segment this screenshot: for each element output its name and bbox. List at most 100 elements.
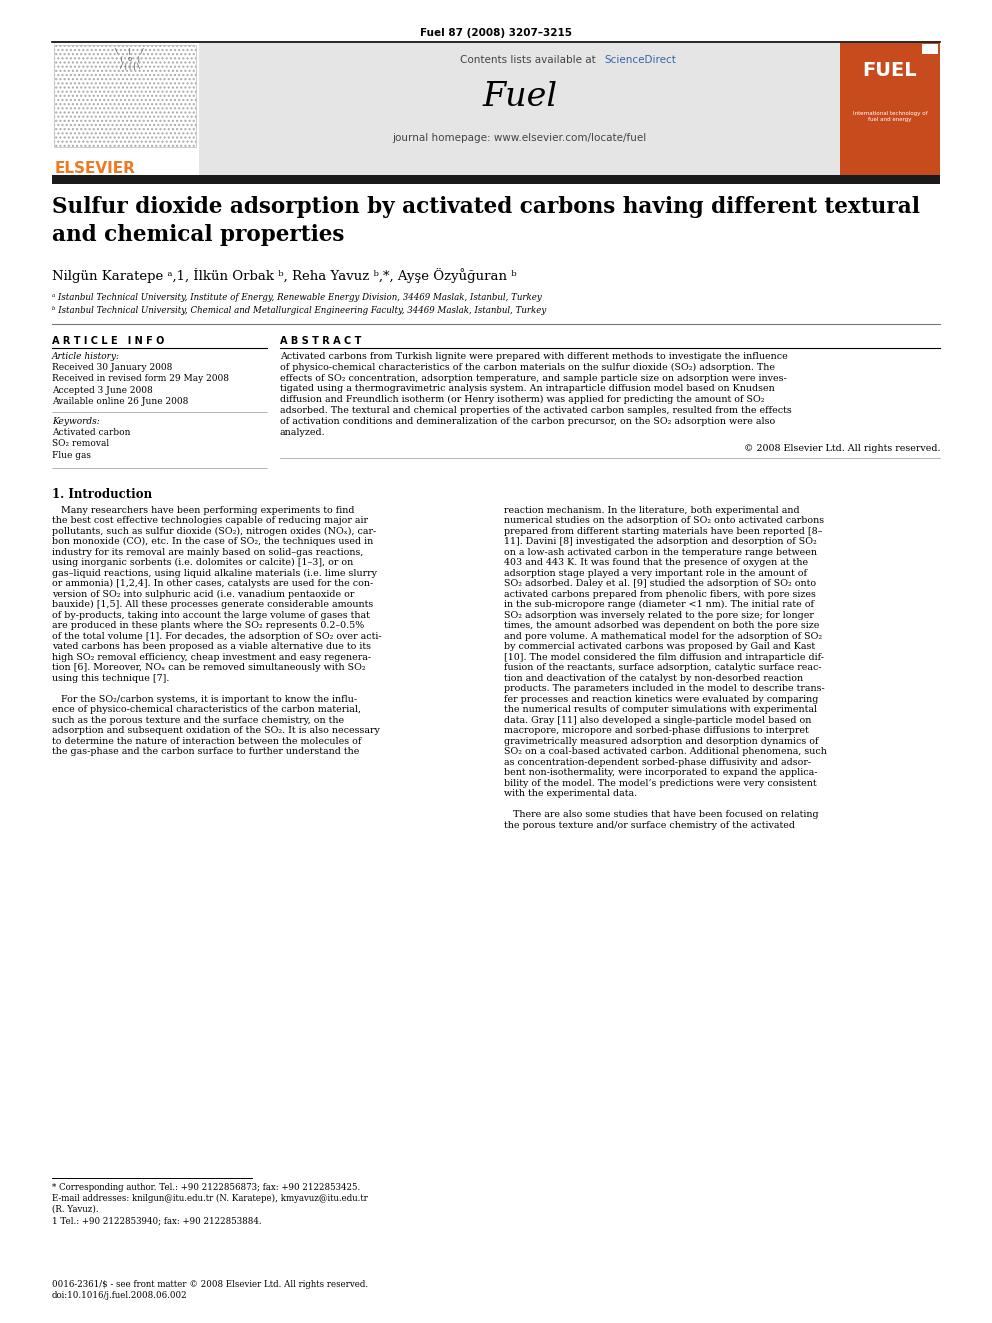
Text: reaction mechanism. In the literature, both experimental and: reaction mechanism. In the literature, b… <box>504 505 800 515</box>
Text: fusion of the reactants, surface adsorption, catalytic surface reac-: fusion of the reactants, surface adsorpt… <box>504 663 821 672</box>
Text: Nilgün Karatepe ᵃ,1, İlkün Orbak ᵇ, Reha Yavuz ᵇ,*, Ayşe Özyůğuran ᵇ: Nilgün Karatepe ᵃ,1, İlkün Orbak ᵇ, Reha… <box>52 269 517 283</box>
Text: the porous texture and/or surface chemistry of the activated: the porous texture and/or surface chemis… <box>504 820 795 830</box>
Text: numerical studies on the adsorption of SO₂ onto activated carbons: numerical studies on the adsorption of S… <box>504 516 824 525</box>
Text: 403 and 443 K. It was found that the presence of oxygen at the: 403 and 443 K. It was found that the pre… <box>504 558 808 568</box>
Text: [10]. The model considered the film diffusion and intraparticle dif-: [10]. The model considered the film diff… <box>504 652 824 662</box>
Text: Accepted 3 June 2008: Accepted 3 June 2008 <box>52 385 153 394</box>
Text: data. Gray [11] also developed a single-particle model based on: data. Gray [11] also developed a single-… <box>504 716 811 725</box>
Text: prepared from different starting materials have been reported [8–: prepared from different starting materia… <box>504 527 822 536</box>
Text: Sulfur dioxide adsorption by activated carbons having different textural: Sulfur dioxide adsorption by activated c… <box>52 196 920 218</box>
Text: Received in revised form 29 May 2008: Received in revised form 29 May 2008 <box>52 374 229 384</box>
Text: vated carbons has been proposed as a viable alternative due to its: vated carbons has been proposed as a via… <box>52 642 371 651</box>
Text: times, the amount adsorbed was dependent on both the pore size: times, the amount adsorbed was dependent… <box>504 622 819 630</box>
Text: the numerical results of computer simulations with experimental: the numerical results of computer simula… <box>504 705 817 714</box>
Text: bent non-isothermality, were incorporated to expand the applica-: bent non-isothermality, were incorporate… <box>504 769 817 778</box>
Text: the best cost effective technologies capable of reducing major air: the best cost effective technologies cap… <box>52 516 368 525</box>
Text: ence of physico-chemical characteristics of the carbon material,: ence of physico-chemical characteristics… <box>52 705 361 714</box>
Text: and pore volume. A mathematical model for the adsorption of SO₂: and pore volume. A mathematical model fo… <box>504 632 822 640</box>
Text: analyzed.: analyzed. <box>280 427 325 437</box>
Bar <box>54 45 196 147</box>
Bar <box>199 44 840 175</box>
Text: doi:10.1016/j.fuel.2008.06.002: doi:10.1016/j.fuel.2008.06.002 <box>52 1291 187 1301</box>
Text: pollutants, such as sulfur dioxide (SO₂), nitrogen oxides (NOₓ), car-: pollutants, such as sulfur dioxide (SO₂)… <box>52 527 376 536</box>
Text: version of SO₂ into sulphuric acid (i.e. vanadium pentaoxide or: version of SO₂ into sulphuric acid (i.e.… <box>52 590 354 599</box>
Text: or ammonia) [1,2,4]. In other cases, catalysts are used for the con-: or ammonia) [1,2,4]. In other cases, cat… <box>52 579 373 589</box>
Text: are produced in these plants where the SO₂ represents 0.2–0.5%: are produced in these plants where the S… <box>52 622 364 630</box>
Text: macropore, micropore and sorbed-phase diffusions to interpret: macropore, micropore and sorbed-phase di… <box>504 726 808 736</box>
Text: A B S T R A C T: A B S T R A C T <box>280 336 361 347</box>
Text: 11]. Davini [8] investigated the adsorption and desorption of SO₂: 11]. Davini [8] investigated the adsorpt… <box>504 537 816 546</box>
Text: A R T I C L E   I N F O: A R T I C L E I N F O <box>52 336 165 347</box>
Text: Keywords:: Keywords: <box>52 417 100 426</box>
Text: SO₂ adsorption was inversely related to the pore size; for longer: SO₂ adsorption was inversely related to … <box>504 611 813 619</box>
Text: Article history:: Article history: <box>52 352 120 361</box>
Text: journal homepage: www.elsevier.com/locate/fuel: journal homepage: www.elsevier.com/locat… <box>393 134 647 143</box>
Text: as concentration-dependent sorbed-phase diffusivity and adsor-: as concentration-dependent sorbed-phase … <box>504 758 811 767</box>
Text: adsorption stage played a very important role in the amount of: adsorption stage played a very important… <box>504 569 807 578</box>
Text: effects of SO₂ concentration, adsorption temperature, and sample particle size o: effects of SO₂ concentration, adsorption… <box>280 373 787 382</box>
Text: such as the porous texture and the surface chemistry, on the: such as the porous texture and the surfa… <box>52 716 344 725</box>
Text: the gas-phase and the carbon surface to further understand the: the gas-phase and the carbon surface to … <box>52 747 359 757</box>
Text: of the total volume [1]. For decades, the adsorption of SO₂ over acti-: of the total volume [1]. For decades, th… <box>52 632 382 640</box>
Text: activated carbons prepared from phenolic fibers, with pore sizes: activated carbons prepared from phenolic… <box>504 590 815 599</box>
Text: (R. Yavuz).: (R. Yavuz). <box>52 1205 98 1215</box>
Text: SO₂ adsorbed. Daley et al. [9] studied the adsorption of SO₂ onto: SO₂ adsorbed. Daley et al. [9] studied t… <box>504 579 816 589</box>
Text: Contents lists available at: Contents lists available at <box>459 56 598 65</box>
Text: and chemical properties: and chemical properties <box>52 224 344 246</box>
Text: Many researchers have been performing experiments to find: Many researchers have been performing ex… <box>52 505 354 515</box>
Bar <box>52 175 940 184</box>
Text: using inorganic sorbents (i.e. dolomites or calcite) [1–3], or on: using inorganic sorbents (i.e. dolomites… <box>52 558 353 568</box>
Text: SO₂ on a coal-based activated carbon. Additional phenomena, such: SO₂ on a coal-based activated carbon. Ad… <box>504 747 827 757</box>
Text: diffusion and Freundlich isotherm (or Henry isotherm) was applied for predicting: diffusion and Freundlich isotherm (or He… <box>280 396 765 405</box>
Bar <box>52 44 199 175</box>
Text: International technology of
fuel and energy: International technology of fuel and ene… <box>853 111 928 122</box>
Text: Available online 26 June 2008: Available online 26 June 2008 <box>52 397 188 406</box>
Text: ᵃ Istanbul Technical University, Institute of Energy, Renewable Energy Division,: ᵃ Istanbul Technical University, Institu… <box>52 292 542 302</box>
Text: of physico-chemical characteristics of the carbon materials on the sulfur dioxid: of physico-chemical characteristics of t… <box>280 363 775 372</box>
Text: For the SO₂/carbon systems, it is important to know the influ-: For the SO₂/carbon systems, it is import… <box>52 695 357 704</box>
Text: ᵇ Istanbul Technical University, Chemical and Metallurgical Engineering Faculty,: ᵇ Istanbul Technical University, Chemica… <box>52 306 547 315</box>
Text: 1. Introduction: 1. Introduction <box>52 488 152 501</box>
Text: Received 30 January 2008: Received 30 January 2008 <box>52 364 173 372</box>
Text: * Corresponding author. Tel.: +90 2122856873; fax: +90 2122853425.: * Corresponding author. Tel.: +90 212285… <box>52 1183 360 1192</box>
Text: using this technique [7].: using this technique [7]. <box>52 673 170 683</box>
Text: Flue gas: Flue gas <box>52 451 91 459</box>
Bar <box>922 44 938 54</box>
Text: on a low-ash activated carbon in the temperature range between: on a low-ash activated carbon in the tem… <box>504 548 817 557</box>
Text: industry for its removal are mainly based on solid–gas reactions,: industry for its removal are mainly base… <box>52 548 363 557</box>
Text: ELSEVIER: ELSEVIER <box>55 161 136 176</box>
Text: 1 Tel.: +90 2122853940; fax: +90 2122853884.: 1 Tel.: +90 2122853940; fax: +90 2122853… <box>52 1216 262 1225</box>
Text: Activated carbon: Activated carbon <box>52 429 131 437</box>
Text: adsorption and subsequent oxidation of the SO₂. It is also necessary: adsorption and subsequent oxidation of t… <box>52 726 380 736</box>
Text: There are also some studies that have been focused on relating: There are also some studies that have be… <box>504 810 818 819</box>
Text: gas–liquid reactions, using liquid alkaline materials (i.e. lime slurry: gas–liquid reactions, using liquid alkal… <box>52 569 377 578</box>
Text: tion and deactivation of the catalyst by non-desorbed reaction: tion and deactivation of the catalyst by… <box>504 673 804 683</box>
Text: bauxide) [1,5]. All these processes generate considerable amounts: bauxide) [1,5]. All these processes gene… <box>52 601 373 610</box>
Text: ScienceDirect: ScienceDirect <box>604 56 677 65</box>
Text: \  |  /
  ( o )
  /|||\: \ | / ( o ) /|||\ <box>106 48 145 70</box>
Text: bility of the model. The model’s predictions were very consistent: bility of the model. The model’s predict… <box>504 779 816 787</box>
Text: Fuel 87 (2008) 3207–3215: Fuel 87 (2008) 3207–3215 <box>420 28 572 38</box>
Text: with the experimental data.: with the experimental data. <box>504 790 637 798</box>
Text: adsorbed. The textural and chemical properties of the activated carbon samples, : adsorbed. The textural and chemical prop… <box>280 406 792 415</box>
Text: © 2008 Elsevier Ltd. All rights reserved.: © 2008 Elsevier Ltd. All rights reserved… <box>743 445 940 454</box>
Text: 0016-2361/$ - see front matter © 2008 Elsevier Ltd. All rights reserved.: 0016-2361/$ - see front matter © 2008 El… <box>52 1279 368 1289</box>
Text: Activated carbons from Turkish lignite were prepared with different methods to i: Activated carbons from Turkish lignite w… <box>280 352 788 361</box>
Text: high SO₂ removal efficiency, cheap investment and easy regenera-: high SO₂ removal efficiency, cheap inves… <box>52 652 371 662</box>
Text: fer processes and reaction kinetics were evaluated by comparing: fer processes and reaction kinetics were… <box>504 695 818 704</box>
Text: tigated using a thermogravimetric analysis system. An intraparticle diffusion mo: tigated using a thermogravimetric analys… <box>280 385 775 393</box>
Text: bon monoxide (CO), etc. In the case of SO₂, the techniques used in: bon monoxide (CO), etc. In the case of S… <box>52 537 373 546</box>
Text: tion [6]. Moreover, NOₓ can be removed simultaneously with SO₂: tion [6]. Moreover, NOₓ can be removed s… <box>52 663 366 672</box>
Text: gravimetrically measured adsorption and desorption dynamics of: gravimetrically measured adsorption and … <box>504 737 818 746</box>
Text: by commercial activated carbons was proposed by Gail and Kast: by commercial activated carbons was prop… <box>504 642 815 651</box>
Text: to determine the nature of interaction between the molecules of: to determine the nature of interaction b… <box>52 737 361 746</box>
Text: FUEL: FUEL <box>863 61 918 79</box>
Text: products. The parameters included in the model to describe trans-: products. The parameters included in the… <box>504 684 824 693</box>
Text: in the sub-micropore range (diameter <1 nm). The initial rate of: in the sub-micropore range (diameter <1 … <box>504 601 814 610</box>
Text: of by-products, taking into account the large volume of gases that: of by-products, taking into account the … <box>52 611 370 619</box>
Text: of activation conditions and demineralization of the carbon precursor, on the SO: of activation conditions and demineraliz… <box>280 417 776 426</box>
Text: Fuel: Fuel <box>482 81 557 112</box>
Text: SO₂ removal: SO₂ removal <box>52 439 109 448</box>
Text: E-mail addresses: knilgun@itu.edu.tr (N. Karatepe), kmyavuz@itu.edu.tr: E-mail addresses: knilgun@itu.edu.tr (N.… <box>52 1193 368 1203</box>
Bar <box>840 44 940 175</box>
